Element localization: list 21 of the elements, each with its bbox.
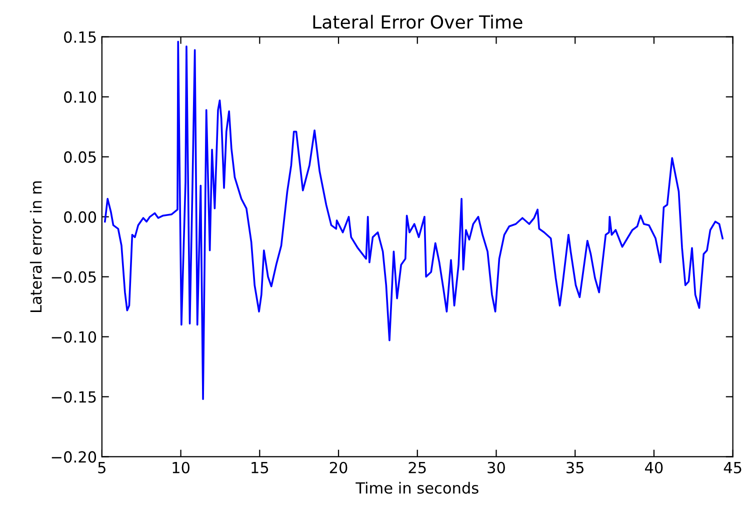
x-axis-title: Time in seconds xyxy=(356,482,478,494)
x-tick-label: 40 xyxy=(645,462,663,474)
x-tick-label: 25 xyxy=(408,462,426,474)
y-tick-label: 0.15 xyxy=(64,31,96,43)
x-tick-label: 20 xyxy=(330,462,348,474)
y-axis-title: Lateral error in m xyxy=(30,181,42,312)
y-tick-label: 0.05 xyxy=(64,151,96,163)
x-tick-label: 30 xyxy=(488,462,505,474)
y-tick-label: −0.15 xyxy=(52,391,96,403)
y-tick-label: −0.10 xyxy=(52,331,96,343)
x-tick-label: 15 xyxy=(252,462,268,474)
x-tick-label: 10 xyxy=(172,462,190,474)
y-tick-label: 0.10 xyxy=(64,91,96,103)
chart-title: Lateral Error Over Time xyxy=(313,14,522,29)
y-tick-label: −0.20 xyxy=(52,451,96,463)
y-tick-label: 0.00 xyxy=(64,211,96,223)
line-series xyxy=(104,40,724,400)
x-tick-label: 45 xyxy=(724,462,742,474)
y-tick-label: −0.05 xyxy=(52,271,96,283)
x-tick-label: 35 xyxy=(566,462,584,474)
x-tick-label: 5 xyxy=(98,462,106,474)
